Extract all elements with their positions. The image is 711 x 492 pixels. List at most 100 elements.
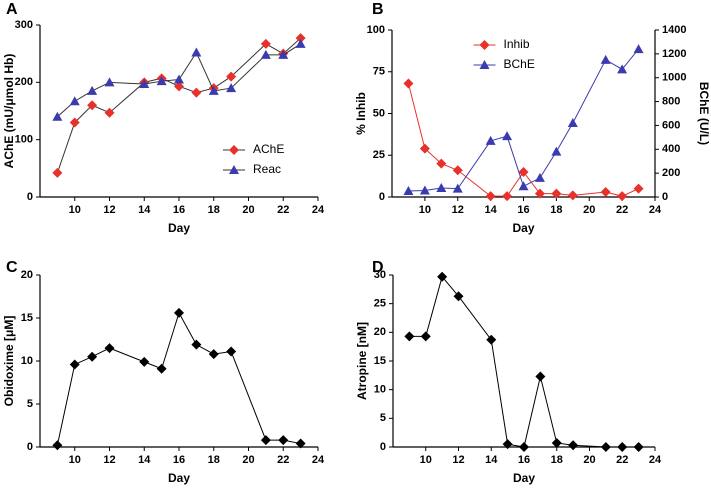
data-point bbox=[104, 107, 115, 118]
y-tick-label: 25 bbox=[373, 149, 385, 161]
y-tick-label: 20 bbox=[374, 326, 386, 338]
data-point bbox=[420, 331, 431, 342]
x-axis-label: Day bbox=[168, 221, 190, 235]
data-point bbox=[567, 118, 578, 128]
data-point bbox=[87, 100, 98, 111]
x-tick-label: 20 bbox=[242, 204, 254, 216]
data-point bbox=[535, 371, 546, 382]
series-line bbox=[407, 83, 639, 197]
data-point bbox=[260, 38, 271, 49]
data-point bbox=[156, 76, 167, 86]
x-tick-label: 20 bbox=[583, 204, 595, 216]
y-tick-label: 5 bbox=[27, 398, 33, 410]
data-point bbox=[502, 191, 513, 202]
data-point bbox=[617, 191, 628, 202]
y-tick-label: 300 bbox=[15, 19, 33, 31]
x-tick-label: 14 bbox=[485, 204, 498, 216]
data-point bbox=[52, 167, 63, 178]
y-tick-label: 10 bbox=[21, 355, 33, 367]
y-tick-label: 0 bbox=[379, 191, 385, 203]
x-tick-label: 20 bbox=[583, 454, 595, 466]
data-point bbox=[485, 135, 496, 145]
y2-axis-label: BChE (U/L) bbox=[697, 82, 711, 145]
x-tick-label: 10 bbox=[69, 454, 81, 466]
x-tick-label: 22 bbox=[616, 454, 628, 466]
data-point bbox=[534, 188, 545, 199]
data-point bbox=[295, 438, 306, 449]
legend-marker bbox=[229, 165, 239, 174]
data-point bbox=[404, 331, 415, 342]
data-point bbox=[278, 435, 289, 446]
y-axis-label: AChE (mU/μmol Hb) bbox=[2, 54, 16, 169]
data-point bbox=[436, 183, 447, 193]
x-tick-label: 16 bbox=[518, 454, 530, 466]
data-point bbox=[600, 54, 611, 64]
data-point bbox=[518, 181, 529, 191]
data-point bbox=[191, 47, 202, 57]
y-tick-label: 25 bbox=[374, 298, 386, 310]
x-tick-label: 16 bbox=[517, 204, 529, 216]
data-point bbox=[403, 78, 414, 89]
panel-label: A bbox=[6, 1, 18, 18]
data-point bbox=[486, 334, 497, 345]
panel-label: D bbox=[372, 259, 384, 276]
x-tick-label: 12 bbox=[452, 204, 464, 216]
y2-tick-label: 1200 bbox=[662, 48, 686, 60]
x-tick-label: 22 bbox=[277, 454, 289, 466]
x-tick-label: 20 bbox=[242, 454, 254, 466]
data-point bbox=[567, 190, 578, 201]
series-line bbox=[409, 275, 639, 448]
x-tick-label: 10 bbox=[419, 204, 431, 216]
x-axis-label: Day bbox=[168, 471, 190, 485]
x-axis-label: Day bbox=[512, 221, 534, 235]
y-tick-label: 50 bbox=[373, 107, 385, 119]
x-tick-label: 16 bbox=[173, 204, 185, 216]
x-tick-label: 14 bbox=[138, 204, 151, 216]
data-point bbox=[403, 186, 414, 196]
y-tick-label: 200 bbox=[15, 76, 33, 88]
y-tick-label: 10 bbox=[374, 384, 386, 396]
data-point bbox=[208, 85, 219, 95]
y-tick-label: 5 bbox=[380, 412, 386, 424]
x-tick-label: 14 bbox=[138, 454, 151, 466]
data-point bbox=[534, 172, 545, 182]
data-point bbox=[260, 49, 271, 59]
data-point bbox=[226, 83, 237, 93]
data-point bbox=[191, 87, 202, 98]
data-point bbox=[260, 435, 271, 446]
data-point bbox=[87, 351, 98, 362]
data-point bbox=[485, 191, 496, 202]
data-point bbox=[600, 186, 611, 197]
x-tick-label: 18 bbox=[550, 204, 562, 216]
y2-tick-label: 0 bbox=[662, 191, 668, 203]
y2-tick-label: 600 bbox=[662, 119, 680, 131]
data-point bbox=[87, 85, 98, 95]
x-tick-label: 22 bbox=[277, 204, 289, 216]
legend-label: Inhib bbox=[504, 37, 530, 51]
y-tick-label: 15 bbox=[21, 312, 33, 324]
data-point bbox=[452, 165, 463, 176]
data-point bbox=[139, 356, 150, 367]
y2-tick-label: 400 bbox=[662, 143, 680, 155]
data-point bbox=[502, 131, 513, 141]
data-point bbox=[617, 64, 628, 74]
y-tick-label: 0 bbox=[27, 191, 33, 203]
data-point bbox=[104, 77, 115, 87]
x-axis-label: Day bbox=[513, 471, 535, 485]
data-point bbox=[226, 346, 237, 357]
data-point bbox=[52, 440, 63, 451]
x-tick-label: 24 bbox=[312, 204, 325, 216]
data-point bbox=[52, 111, 63, 121]
panel: A 0 100 200 300 10 12 14 16 18 20 22 24 Day AChE (mU/μ… bbox=[2, 1, 325, 235]
data-point bbox=[633, 442, 644, 452]
data-point bbox=[617, 442, 628, 452]
y-tick-label: 15 bbox=[374, 355, 386, 367]
x-tick-label: 24 bbox=[649, 204, 662, 216]
x-tick-label: 18 bbox=[208, 454, 220, 466]
data-point bbox=[568, 440, 579, 451]
data-point bbox=[518, 166, 529, 177]
legend-label: BChE bbox=[504, 57, 535, 71]
data-point bbox=[437, 271, 448, 282]
legend-marker bbox=[479, 40, 490, 50]
